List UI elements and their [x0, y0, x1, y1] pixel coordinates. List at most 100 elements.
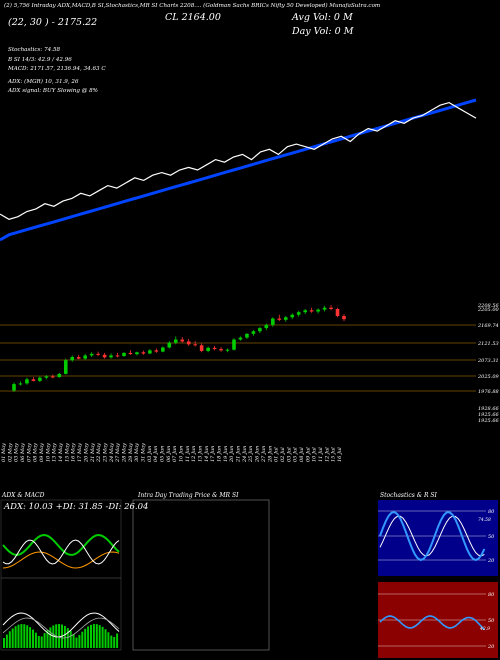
macd-histogram-bar — [11, 628, 14, 648]
candle-body — [238, 337, 243, 340]
macd-line — [2, 612, 120, 638]
date-tick: 05 Jun — [160, 446, 166, 462]
macd-histogram-bar — [104, 629, 107, 648]
candle-body — [31, 379, 36, 381]
stoch-level-label: 80 — [488, 509, 495, 515]
date-tick: 15 Jul — [331, 447, 337, 462]
macd-histogram-bar — [116, 633, 119, 648]
candle-body — [12, 384, 16, 391]
macd-histogram-bar — [20, 624, 23, 648]
price-tick: 1925.66 — [478, 412, 499, 418]
rsi-level-label: 20 — [487, 644, 495, 650]
rsi-level-label: 50 — [488, 618, 495, 624]
candle-body — [186, 341, 191, 345]
price-tick: 2169.74 — [477, 323, 499, 329]
date-tick: 04 Jun — [153, 446, 159, 462]
macd-histogram-bar — [69, 630, 72, 648]
date-tick: 07 May — [26, 443, 32, 462]
avg-vol: Avg Vol: 0 M — [292, 12, 353, 23]
macd-histogram-bar — [5, 634, 8, 648]
price-tick: 2121.53 — [477, 341, 499, 347]
macd-histogram-bar — [84, 628, 87, 648]
candle-body — [70, 357, 75, 361]
candle-body — [322, 307, 327, 310]
adx-line: ADX: (MGR) 10, 31.9, 26 — [8, 79, 79, 85]
macd-histogram-bar — [58, 624, 61, 648]
date-tick: 27 May — [115, 443, 121, 463]
stoch-panel-title: Stochastics & R SI — [380, 492, 437, 499]
macd-histogram-bar — [23, 624, 26, 648]
price-tick: 1976.88 — [478, 389, 499, 395]
candle-body — [245, 333, 249, 338]
candle-body — [303, 310, 307, 313]
candle-body — [148, 350, 152, 354]
stoch-level-label: 50 — [488, 534, 495, 540]
intraday-panel-frame — [132, 499, 270, 651]
candle-body — [25, 379, 29, 384]
candle-body — [122, 352, 126, 357]
stoch-value: 74.58 — [478, 517, 491, 523]
candle-body — [258, 328, 262, 332]
candle-body — [128, 352, 133, 355]
date-tick: 05 Jul — [293, 447, 299, 462]
candle-body — [277, 318, 282, 320]
date-tick: 18 Jun — [217, 446, 223, 462]
candle-body — [38, 377, 42, 381]
date-tick: 20 Jun — [229, 446, 235, 463]
stoch-d-line — [379, 515, 485, 557]
date-tick: 16 May — [71, 443, 77, 462]
price-tick: 2205.00 — [477, 307, 499, 313]
candle-body — [96, 353, 100, 355]
date-tick: 11 Jul — [318, 447, 324, 462]
macd-histogram-bar — [3, 638, 5, 648]
signal-line: ADX signal: BUY Slowing @ 8% — [8, 88, 98, 94]
candle-body — [206, 347, 210, 351]
date-tick: 30 May — [134, 443, 140, 462]
date-tick: 19 Jun — [223, 446, 229, 462]
macd-histogram-bar — [72, 634, 75, 648]
date-tick: 31 May — [141, 443, 147, 462]
candle-body — [89, 353, 94, 356]
date-tick: 15 May — [64, 443, 70, 462]
macd-histogram-bar — [113, 636, 116, 648]
macd-histogram-bar — [43, 633, 46, 648]
stoch-k-line — [379, 511, 486, 562]
candle-body — [57, 373, 62, 378]
candle-body — [173, 339, 178, 343]
date-tick: 10 May — [45, 443, 51, 462]
date-tick: 14 Jun — [204, 446, 210, 462]
macd-histogram-bar — [98, 625, 101, 648]
macd-histogram-bar — [14, 626, 17, 648]
price-tick: 1925.66 — [478, 418, 499, 424]
candle-body — [83, 355, 87, 359]
macd-histogram-bar — [81, 631, 84, 648]
macd-histogram-bar — [107, 632, 110, 648]
date-tick: 10 Jun — [179, 446, 185, 462]
macd-histogram-bar — [63, 625, 66, 648]
price-tick: 2025.09 — [477, 374, 499, 380]
date-tick: 25 Jun — [248, 446, 254, 463]
date-tick: 27 Jun — [261, 446, 267, 463]
date-tick: 24 May — [109, 443, 115, 463]
candle-body — [283, 317, 288, 320]
stoch-panel-bg — [378, 500, 498, 576]
date-tick: 13 May — [52, 443, 58, 462]
candle-body — [232, 339, 236, 350]
close-label: CL 2164.00 — [165, 12, 221, 23]
date-tick: 21 May — [90, 443, 96, 463]
date-tick: 10 Jul — [312, 447, 318, 462]
candle-body — [115, 355, 120, 357]
rsi-value: 42.9 — [479, 626, 490, 632]
header-line: (2) 5,756 Intraday ADX,MACD,B SI,Stochas… — [4, 3, 381, 9]
candle-body — [135, 352, 139, 355]
candle-body — [335, 308, 340, 316]
date-tick: 11 Jun — [185, 446, 191, 462]
rsi-line — [379, 615, 485, 631]
macd-histogram-bar — [37, 636, 40, 648]
date-tick: 03 Jun — [147, 446, 153, 462]
candle-body — [225, 349, 230, 351]
price-tick: 1928.66 — [478, 406, 499, 412]
adx-values: ADX: 10.03 +DI: 31.85 -DI: 26.04 — [4, 502, 149, 512]
candle-body — [51, 376, 55, 378]
